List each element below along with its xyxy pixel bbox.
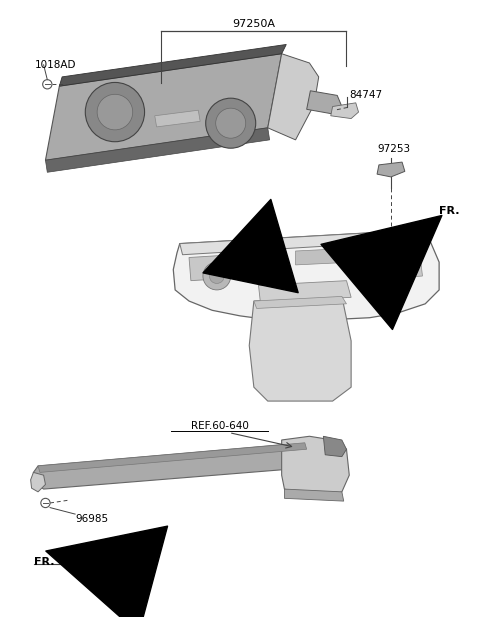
Text: 84747: 84747 xyxy=(349,91,383,101)
Polygon shape xyxy=(46,54,282,160)
Circle shape xyxy=(206,98,256,148)
Text: 96985: 96985 xyxy=(75,514,108,524)
Circle shape xyxy=(97,94,132,130)
Text: 97253: 97253 xyxy=(377,144,410,154)
Text: 1018AD: 1018AD xyxy=(35,60,76,70)
Polygon shape xyxy=(282,436,349,499)
Polygon shape xyxy=(296,248,353,265)
Polygon shape xyxy=(31,473,46,492)
Polygon shape xyxy=(173,230,439,322)
Circle shape xyxy=(209,268,224,283)
Polygon shape xyxy=(307,91,342,114)
Text: 97250A: 97250A xyxy=(232,19,276,29)
Polygon shape xyxy=(189,253,266,281)
Polygon shape xyxy=(155,110,200,127)
Polygon shape xyxy=(379,259,422,279)
Polygon shape xyxy=(331,103,359,118)
Polygon shape xyxy=(249,296,351,401)
Polygon shape xyxy=(324,436,347,457)
Text: FR.: FR. xyxy=(439,206,460,216)
Polygon shape xyxy=(254,296,347,308)
Polygon shape xyxy=(34,443,310,489)
Polygon shape xyxy=(38,443,307,473)
Circle shape xyxy=(85,83,144,142)
Polygon shape xyxy=(46,128,270,172)
Polygon shape xyxy=(377,162,405,177)
Circle shape xyxy=(216,108,246,138)
Polygon shape xyxy=(60,44,286,86)
Polygon shape xyxy=(268,54,319,140)
Text: REF.60-640: REF.60-640 xyxy=(191,421,249,431)
Circle shape xyxy=(203,262,231,290)
Polygon shape xyxy=(285,489,344,501)
Text: FR.: FR. xyxy=(35,557,55,567)
Polygon shape xyxy=(180,230,430,255)
Polygon shape xyxy=(259,281,351,302)
